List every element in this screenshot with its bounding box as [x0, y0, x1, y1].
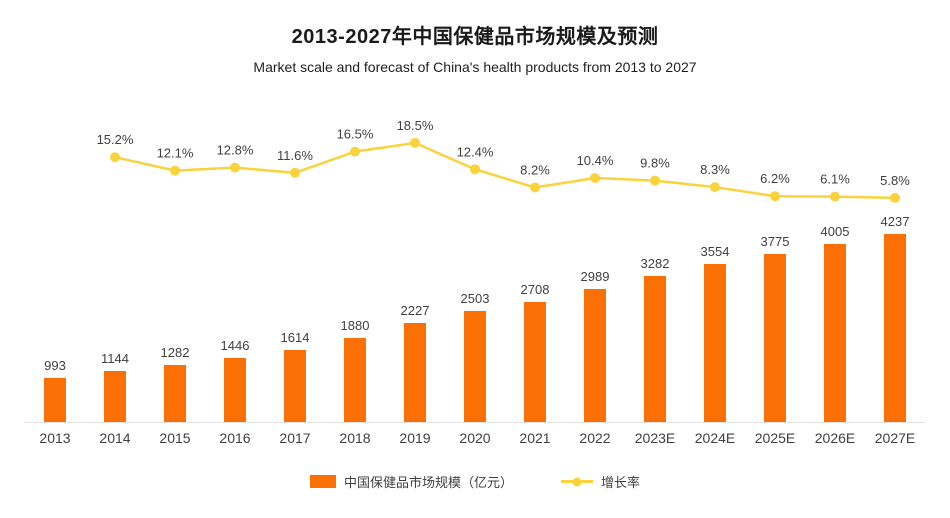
legend-label-growth-rate: 增长率	[601, 475, 641, 490]
bar-value-label: 3554	[700, 244, 730, 259]
bar-swatch-icon	[309, 475, 336, 488]
x-axis-label-2021: 2021	[519, 430, 551, 446]
bar-series: 993 1144 1282 1446 1614 1880 2227 2503 2708 2989 3…	[25, 93, 925, 423]
bar-column-2014: 1144	[85, 93, 145, 422]
plot-area: 993 1144 1282 1446 1614 1880 2227 2503 2708 2989 3…	[25, 93, 925, 423]
x-axis-label-2020: 2020	[459, 430, 491, 446]
chart-title: 2013-2027年中国保健品市场规模及预测	[291, 26, 659, 48]
x-axis-label-2019: 2019	[399, 430, 431, 446]
bar-column-2017: 1614	[265, 93, 325, 422]
bar-column-2019: 2227	[385, 93, 445, 422]
bar-value-label: 2503	[460, 290, 490, 306]
bar-column-2025E: 3775	[745, 93, 805, 422]
bar-2018	[344, 338, 366, 422]
bar-2019	[404, 323, 426, 422]
bar-column-2022: 2989	[565, 93, 625, 422]
x-axis-label-2024E: 2024E	[694, 430, 736, 446]
bar-value-label: 3775	[760, 234, 790, 250]
bar-value-label: 1614	[280, 330, 310, 346]
bar-value-label: 1880	[340, 318, 370, 334]
x-axis-label-2022: 2022	[579, 430, 611, 446]
legend: 中国保健品市场规模（亿元） 增长率	[0, 472, 950, 491]
x-axis-label-2016: 2016	[219, 430, 251, 446]
bar-column-2021: 2708	[505, 93, 565, 422]
x-axis: 2013 2014 2015 2016 2017 2018 2019 2020 2021 2022…	[25, 430, 925, 446]
bar-2025E	[764, 254, 786, 422]
x-axis-label-2014: 2014	[99, 430, 131, 446]
x-axis-label-2027E: 2027E	[874, 430, 916, 446]
x-axis-label-2026E: 2026E	[814, 430, 856, 446]
bar-column-2013: 993	[25, 93, 85, 422]
bar-2026E	[824, 244, 846, 422]
chart-subtitle: Market scale and forecast of China's hea…	[253, 59, 697, 75]
bar-value-label: 2227	[400, 303, 430, 318]
line-swatch-icon	[561, 477, 593, 486]
bar-2027E	[884, 233, 906, 422]
bar-2021	[524, 301, 546, 422]
line-dot-icon	[572, 477, 582, 486]
bar-column-2018: 1880	[325, 93, 385, 422]
x-axis-label-2013: 2013	[39, 430, 71, 446]
bar-value-label: 4237	[880, 213, 910, 229]
market-chart: 2013-2027年中国保健品市场规模及预测 Market scale and …	[0, 26, 950, 491]
bar-2016	[224, 357, 246, 422]
bar-column-2023E: 3282	[625, 93, 685, 422]
x-axis-label-2018: 2018	[339, 430, 371, 446]
legend-item-growth-rate: 增长率	[561, 472, 640, 491]
bar-2014	[104, 371, 126, 422]
bar-2024E	[704, 264, 726, 422]
bar-column-2027E: 4237	[865, 93, 925, 422]
bar-value-label: 1144	[101, 351, 129, 367]
x-axis-label-2025E: 2025E	[754, 430, 796, 446]
legend-label-market-scale: 中国保健品市场规模（亿元）	[343, 475, 513, 490]
bar-2022	[584, 289, 606, 422]
bar-2015	[164, 365, 186, 422]
x-axis-label-2023E: 2023E	[634, 430, 676, 446]
bar-value-label: 2989	[580, 269, 610, 285]
x-axis-label-2017: 2017	[279, 430, 311, 446]
bar-2017	[284, 350, 306, 422]
bar-value-label: 2708	[520, 281, 550, 297]
bar-column-2026E: 4005	[805, 93, 865, 422]
bar-2020	[464, 310, 486, 422]
bar-2013	[44, 377, 66, 422]
bar-value-label: 1446	[220, 337, 250, 353]
bar-value-label: 993	[44, 357, 66, 373]
legend-item-market-scale: 中国保健品市场规模（亿元）	[309, 472, 513, 491]
bar-value-label: 3282	[640, 256, 670, 272]
x-axis-label-2015: 2015	[159, 430, 191, 446]
bar-column-2020: 2503	[445, 93, 505, 422]
bar-value-label: 1282	[160, 345, 190, 360]
bar-column-2016: 1446	[205, 93, 265, 422]
bar-value-label: 4005	[820, 224, 850, 239]
bar-column-2024E: 3554	[685, 93, 745, 422]
bar-column-2015: 1282	[145, 93, 205, 422]
bar-2023E	[644, 276, 666, 422]
